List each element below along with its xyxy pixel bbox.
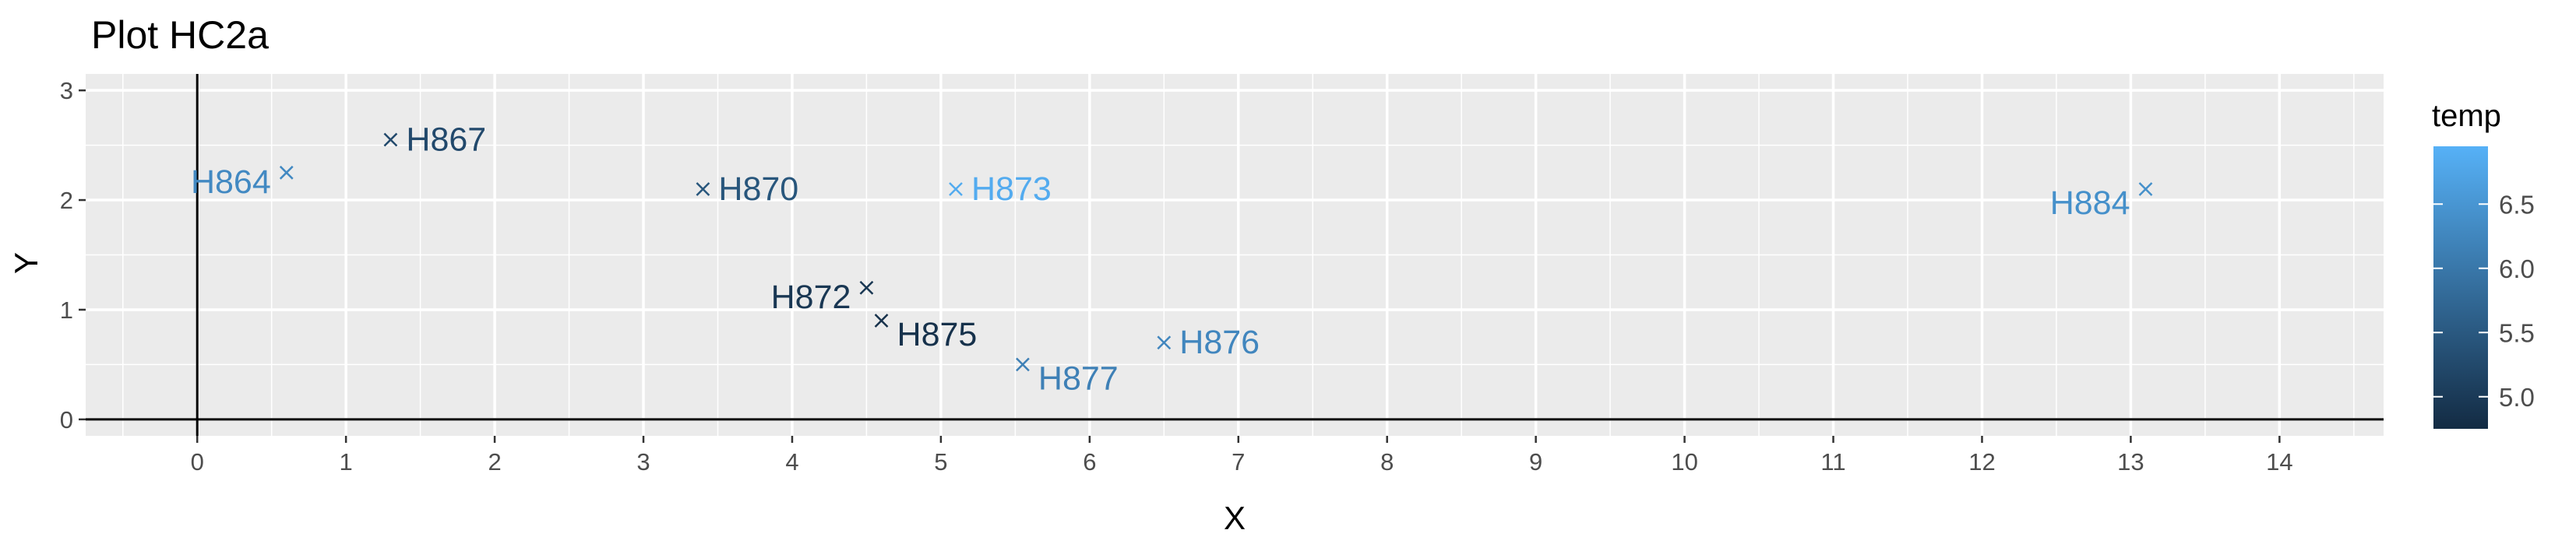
plot-title: Plot HC2a — [91, 13, 269, 57]
data-point: H875 — [874, 314, 978, 353]
point-marker — [2138, 182, 2153, 196]
data-point: H884 — [2050, 182, 2153, 222]
x-tick-label: 10 — [1671, 448, 1697, 476]
point-marker — [1016, 357, 1030, 372]
x-tick-label: 9 — [1529, 448, 1542, 476]
legend-tick-label: 6.5 — [2499, 190, 2535, 219]
data-point: H876 — [1157, 324, 1260, 361]
data-point: H873 — [949, 170, 1052, 208]
color-legend: temp 5.0 5.5 6.0 6.5 — [2432, 99, 2535, 429]
point-label: H884 — [2050, 184, 2130, 222]
point-label: H870 — [718, 170, 798, 208]
point-marker — [859, 280, 874, 295]
y-tick-label: 0 — [60, 406, 73, 433]
x-tick-label: 14 — [2266, 448, 2292, 476]
point-label: H864 — [191, 163, 271, 201]
point-marker — [696, 182, 710, 196]
x-tick-label: 12 — [1968, 448, 1995, 476]
reference-lines — [86, 74, 2384, 436]
x-tick-label: 5 — [934, 448, 947, 476]
y-tick-label: 3 — [60, 77, 73, 104]
x-tick-label: 2 — [488, 448, 501, 476]
data-point: H867 — [383, 121, 486, 159]
y-tick-label: 2 — [60, 187, 73, 214]
legend-colorbar — [2433, 146, 2488, 429]
point-marker — [949, 182, 963, 196]
data-point: H872 — [771, 279, 874, 316]
x-tick-label: 0 — [191, 448, 204, 476]
point-label: H877 — [1038, 360, 1119, 397]
data-points: H864 H867 H870 H873 H872 H875 H877 H876 H884 — [191, 121, 2153, 397]
point-marker — [383, 132, 398, 147]
point-marker — [279, 165, 294, 180]
x-tick-label: 13 — [2117, 448, 2144, 476]
x-tick-label: 6 — [1083, 448, 1096, 476]
point-label: H867 — [406, 121, 486, 159]
point-marker — [874, 314, 889, 328]
legend-tick-label: 6.0 — [2499, 254, 2535, 283]
point-label: H873 — [971, 170, 1052, 208]
x-tick-label: 7 — [1232, 448, 1245, 476]
x-tick-label: 1 — [340, 448, 353, 476]
x-tick-label: 4 — [785, 448, 798, 476]
x-tick-label: 3 — [636, 448, 650, 476]
point-marker — [1157, 335, 1172, 350]
point-label: H876 — [1179, 324, 1260, 361]
point-label: H872 — [771, 279, 851, 316]
data-point: H864 — [191, 163, 294, 201]
data-point: H870 — [696, 170, 798, 208]
legend-ticks: 5.0 5.5 6.0 6.5 — [2433, 190, 2535, 412]
x-axis-title: X — [1224, 500, 1246, 536]
x-tick-label: 8 — [1380, 448, 1394, 476]
y-axis-title: Y — [8, 252, 44, 274]
x-tick-label: 11 — [1820, 448, 1845, 476]
legend-tick-label: 5.5 — [2499, 318, 2535, 347]
legend-tick-label: 5.0 — [2499, 383, 2535, 412]
y-tick-label: 1 — [60, 297, 73, 324]
y-axis: 0 1 2 3 — [60, 77, 86, 433]
plot-panel: H864 H867 H870 H873 H872 H875 H877 H876 H884 — [86, 74, 2384, 436]
legend-title: temp — [2432, 99, 2501, 133]
x-axis: 0 1 2 3 4 5 6 7 8 9 10 11 12 13 14 — [191, 436, 2293, 476]
minor-gridlines — [86, 74, 2384, 436]
point-label: H875 — [897, 316, 978, 353]
data-point: H877 — [1016, 357, 1119, 397]
